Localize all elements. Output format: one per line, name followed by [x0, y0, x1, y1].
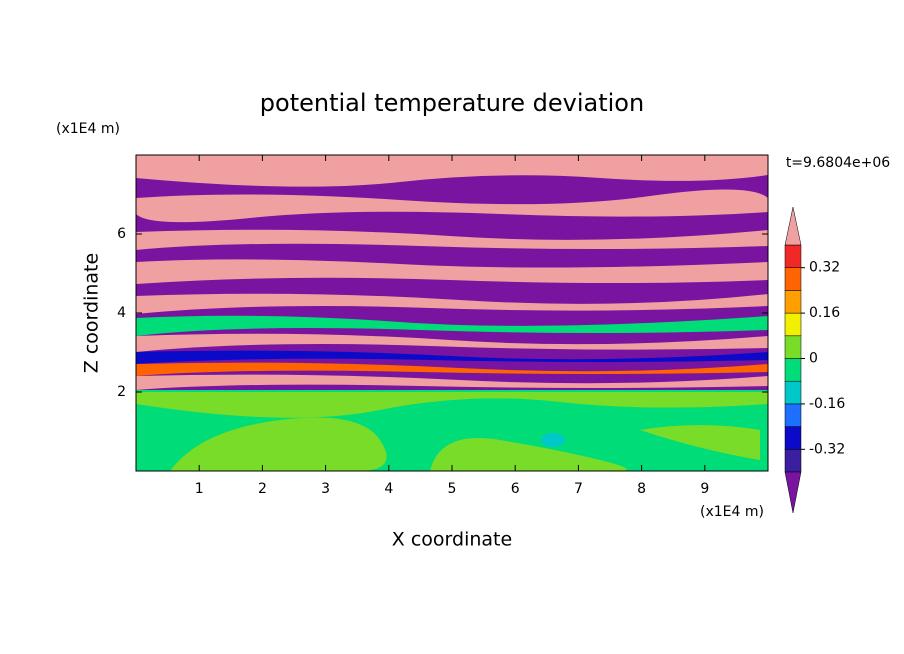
colorbar-box — [784, 312, 802, 337]
colorbar-high-triangle — [784, 206, 802, 246]
x-axis-label: X coordinate — [392, 529, 512, 551]
y-unit: (x1E4 m) — [56, 121, 120, 137]
colorbar-box — [784, 380, 802, 405]
contour-field — [136, 155, 768, 471]
colorbar-box — [784, 290, 802, 314]
colorbar-tick-label: 0.32 — [809, 260, 840, 276]
y-tick-label: 2 — [117, 384, 126, 400]
x-tick-label: 4 — [384, 481, 393, 497]
x-tick-label: 8 — [637, 481, 646, 497]
x-unit: (x1E4 m) — [700, 504, 764, 520]
x-tick-label: 1 — [195, 481, 204, 497]
x-tick-label: 6 — [511, 481, 520, 497]
colorbar-tick-label: -0.32 — [809, 441, 845, 457]
chart-title: potential temperature deviation — [260, 89, 644, 117]
colorbar-box — [784, 358, 802, 382]
colorbar-box — [784, 449, 802, 473]
x-tick-label: 5 — [448, 481, 457, 497]
colorbar-box — [784, 267, 802, 291]
colorbar-tick-label: -0.16 — [809, 396, 845, 412]
colorbar-box — [784, 426, 802, 450]
y-axis-label: Z coordinate — [81, 253, 103, 373]
x-tick-label: 7 — [574, 481, 583, 497]
time-label: t=9.6804e+06 — [786, 155, 890, 171]
y-tick-label: 6 — [117, 226, 126, 242]
colorbar-low-triangle — [784, 471, 802, 514]
x-tick-label: 3 — [321, 481, 330, 497]
x-tick-label: 2 — [258, 481, 267, 497]
colorbar-tick-label: 0 — [809, 351, 818, 367]
colorbar-tick-label: 0.16 — [809, 305, 840, 321]
colorbar-box — [784, 403, 802, 427]
x-tick-label: 9 — [700, 481, 709, 497]
colorbar-box — [784, 244, 802, 268]
y-tick-label: 4 — [117, 305, 126, 321]
colorbar-box — [784, 335, 802, 359]
